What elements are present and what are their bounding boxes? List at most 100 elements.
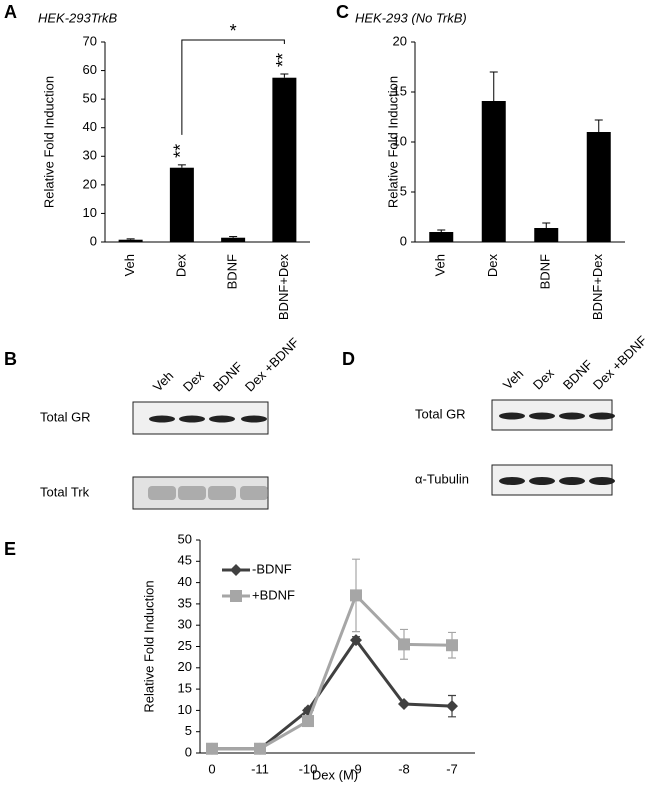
y-tick-label: 0 xyxy=(90,233,97,248)
chart-title: HEK-293TrkB xyxy=(38,10,118,25)
lane-label: Dex xyxy=(180,367,207,394)
y-tick-label: 45 xyxy=(178,553,192,568)
x-tick-label: BDNF xyxy=(538,254,553,289)
bar xyxy=(272,77,297,242)
significance-mark: ** xyxy=(171,144,191,158)
y-tick-label: 15 xyxy=(393,83,407,98)
y-tick-label: 70 xyxy=(83,33,97,48)
y-tick-label: 5 xyxy=(185,723,192,738)
y-tick-label: 50 xyxy=(83,91,97,106)
legend-label: +BDNF xyxy=(252,587,295,602)
blot-row-label: α-Tubulin xyxy=(415,471,469,486)
blot-band xyxy=(589,412,615,420)
x-tick-label: 0 xyxy=(208,761,215,776)
legend-marker xyxy=(230,590,242,602)
significance-mark: * xyxy=(230,21,237,41)
x-tick-label: -9 xyxy=(350,761,362,776)
x-tick-label: BDNF+Dex xyxy=(590,254,605,321)
x-tick-label: -8 xyxy=(398,761,410,776)
point xyxy=(206,742,218,755)
blot-band xyxy=(499,412,525,420)
panel-letter: A xyxy=(4,2,17,22)
bar xyxy=(118,239,143,242)
x-tick-label: Dex xyxy=(173,254,188,278)
bar xyxy=(481,101,506,242)
point xyxy=(398,638,410,651)
y-tick-label: 5 xyxy=(400,183,407,198)
bar xyxy=(221,237,246,242)
y-tick-label: 40 xyxy=(83,119,97,134)
point xyxy=(350,589,362,602)
lane-label: Dex xyxy=(530,365,557,392)
lane-label: Veh xyxy=(150,368,176,394)
significance-bracket xyxy=(181,39,285,135)
blot-band xyxy=(529,477,555,485)
bar xyxy=(169,167,194,242)
series-line xyxy=(212,592,453,751)
x-tick-label: -11 xyxy=(251,761,269,776)
x-tick-label: BDNF xyxy=(225,254,240,289)
bar xyxy=(429,232,454,242)
y-tick-label: 0 xyxy=(185,744,192,759)
point xyxy=(254,742,266,755)
blot-band xyxy=(559,412,585,420)
blot-band xyxy=(209,415,235,423)
y-tick-label: 25 xyxy=(178,638,192,653)
point xyxy=(302,715,314,728)
blot-band xyxy=(179,415,205,423)
x-axis-label: Dex (M) xyxy=(312,767,358,782)
blot-band xyxy=(529,412,555,420)
panel-letter: D xyxy=(342,349,355,369)
y-axis-label: Relative Fold Induction xyxy=(141,580,156,712)
y-tick-label: 10 xyxy=(83,205,97,220)
x-tick-label: Dex xyxy=(485,254,500,278)
x-tick-label: Veh xyxy=(433,254,448,276)
blot-row-label: Total GR xyxy=(40,409,91,424)
significance-mark: ** xyxy=(273,53,293,67)
blot-row-label: Total GR xyxy=(415,406,466,421)
lane-label: Dex +BDNF xyxy=(242,335,302,395)
y-tick-label: 35 xyxy=(178,595,192,610)
blot-band xyxy=(149,415,175,423)
y-tick-label: 50 xyxy=(178,531,192,546)
blot-band xyxy=(559,477,585,485)
blot-band xyxy=(208,486,236,500)
bar xyxy=(534,228,559,242)
y-tick-label: 20 xyxy=(83,176,97,191)
lane-label: Veh xyxy=(500,366,526,392)
y-axis-label: Relative Fold Induction xyxy=(41,76,56,208)
x-tick-label: Veh xyxy=(122,254,137,276)
blot-band xyxy=(241,415,267,423)
y-tick-label: 0 xyxy=(400,233,407,248)
point xyxy=(446,700,458,713)
x-tick-label: -7 xyxy=(446,761,458,776)
x-tick-label: BDNF+Dex xyxy=(276,254,291,321)
y-tick-label: 40 xyxy=(178,574,192,589)
y-tick-label: 30 xyxy=(83,148,97,163)
lane-label: BDNF xyxy=(210,359,246,395)
blot-band xyxy=(499,477,525,485)
legend-marker xyxy=(230,564,242,576)
y-tick-label: 15 xyxy=(178,681,192,696)
y-tick-label: 30 xyxy=(178,617,192,632)
bar xyxy=(586,132,611,242)
point xyxy=(446,639,458,652)
point xyxy=(398,698,410,711)
lane-label: BDNF xyxy=(560,357,596,393)
y-tick-label: 60 xyxy=(83,62,97,77)
blot-band xyxy=(148,486,176,500)
blot-row-label: Total Trk xyxy=(40,484,90,499)
legend-label: -BDNF xyxy=(252,561,292,576)
x-tick-label: -10 xyxy=(299,761,318,776)
point xyxy=(350,634,362,647)
panel-letter: C xyxy=(336,2,349,22)
lane-label: Dex +BDNF xyxy=(590,333,650,393)
blot-band xyxy=(178,486,206,500)
y-tick-label: 10 xyxy=(393,133,407,148)
y-tick-label: 20 xyxy=(178,659,192,674)
panel-letter: E xyxy=(4,539,16,559)
chart-title: HEK-293 (No TrkB) xyxy=(355,10,467,25)
y-tick-label: 10 xyxy=(178,702,192,717)
panel-letter: B xyxy=(4,349,17,369)
